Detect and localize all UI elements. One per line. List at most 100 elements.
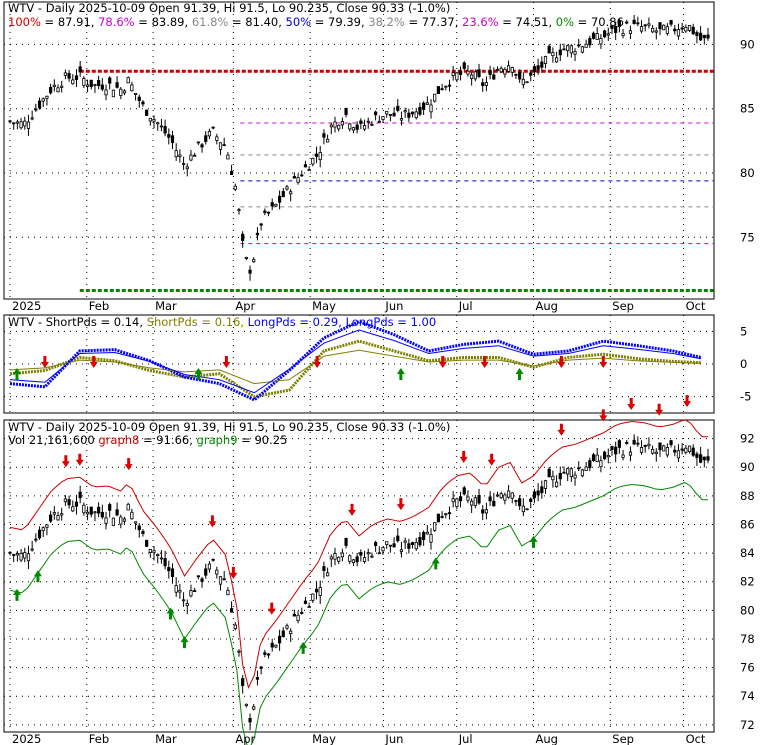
candle-body: [229, 170, 234, 176]
short-pds-thin-line: [9, 349, 702, 385]
y-tick-label: -5: [740, 390, 751, 404]
candle-body: [436, 86, 441, 94]
sell-arrow: [480, 356, 489, 368]
candle-body: [207, 563, 212, 570]
candle-body: [588, 38, 592, 46]
candle-body: [595, 33, 599, 40]
buy-arrow: [33, 570, 42, 583]
candle-body: [170, 568, 175, 577]
candle-body: [554, 481, 559, 488]
candle-body: [625, 21, 629, 24]
y-tick-label: 74: [740, 689, 755, 703]
candle-body: [381, 116, 385, 120]
y-tick-label: 90: [740, 460, 755, 474]
candle-body: [163, 558, 167, 567]
candle-body: [104, 517, 108, 524]
candle-body: [67, 73, 71, 79]
candle-body: [562, 48, 566, 51]
candle-body: [181, 163, 186, 165]
candle-body: [665, 447, 669, 456]
candle-body: [115, 509, 119, 516]
candle-body: [477, 495, 481, 504]
candle-body: [547, 468, 551, 478]
y-tick-label: 78: [740, 632, 755, 646]
candle-body: [178, 154, 182, 157]
candle-body: [551, 52, 555, 57]
candle-body: [433, 522, 437, 531]
candle-body: [15, 553, 19, 556]
candle-body: [351, 559, 356, 563]
candle-body: [429, 534, 433, 543]
candle-body: [451, 498, 455, 503]
candle-body: [115, 82, 119, 88]
candle-body: [152, 119, 156, 122]
candle-body: [300, 174, 304, 177]
candle-body: [23, 552, 27, 559]
x-tick-label: Oct: [686, 732, 706, 745]
candle-body: [492, 500, 496, 507]
sell-arrow: [487, 453, 496, 466]
candle-body: [344, 108, 348, 116]
candle-body: [647, 23, 651, 26]
price-panel-title: WTV - Daily 2025-10-09 Open 91.39, Hi 91…: [8, 1, 450, 15]
candle-body: [159, 125, 164, 128]
candle-body: [606, 455, 610, 458]
candle-body: [263, 652, 267, 655]
candle-body: [455, 72, 459, 81]
candle-body: [621, 33, 625, 37]
candle-body: [34, 108, 38, 111]
candle-body: [259, 223, 263, 226]
x-tick-label: Mar: [155, 299, 177, 313]
candle-body: [337, 124, 341, 130]
candle-body: [71, 79, 75, 85]
candle-body: [270, 642, 274, 648]
candle-body: [676, 450, 681, 459]
candle-body: [237, 209, 241, 212]
x-tick-label: Jun: [384, 732, 403, 745]
buy-arrow: [396, 368, 405, 380]
sell-arrow: [124, 458, 133, 471]
candle-body: [126, 503, 130, 511]
oscillator-panel-grid: [4, 315, 714, 413]
candle-body: [19, 121, 23, 129]
candle-body: [366, 552, 370, 555]
x-tick-label: Feb: [89, 299, 109, 313]
candle-body: [355, 124, 359, 130]
x-tick-label: Mar: [155, 732, 177, 745]
candle-body: [691, 447, 695, 456]
candle-body: [451, 72, 455, 76]
candle-body: [702, 34, 706, 39]
candle-body: [377, 552, 381, 555]
candle-body: [543, 56, 548, 64]
candle-body: [348, 555, 352, 562]
candle-body: [252, 706, 256, 710]
candle-body: [422, 102, 426, 110]
candle-body: [458, 496, 463, 502]
candle-body: [93, 84, 97, 86]
candle-body: [60, 85, 64, 88]
candle-body: [695, 453, 699, 458]
candle-body: [414, 111, 418, 119]
candle-body: [34, 538, 38, 541]
candle-body: [41, 527, 45, 531]
candle-body: [67, 499, 71, 506]
candle-body: [322, 566, 326, 571]
candle-body: [591, 32, 596, 39]
candle-body: [684, 447, 688, 453]
y-tick-label: 86: [740, 517, 755, 531]
candle-body: [348, 123, 352, 130]
channel-legend: Vol 21,161,600 graph8 = 91.66, graph9 = …: [8, 433, 287, 447]
y-tick-label: 88: [740, 489, 755, 503]
candle-body: [481, 82, 485, 86]
candle-body: [12, 554, 16, 556]
candle-body: [318, 587, 322, 596]
candle-body: [699, 454, 703, 463]
candle-body: [148, 549, 152, 553]
x-tick-label: Sep: [612, 299, 634, 313]
candle-body: [510, 492, 514, 499]
x-tick-label: 2025: [12, 299, 41, 313]
candle-body: [111, 89, 116, 98]
candle-body: [49, 514, 53, 522]
candle-body: [610, 446, 614, 450]
candle-body: [410, 111, 415, 115]
